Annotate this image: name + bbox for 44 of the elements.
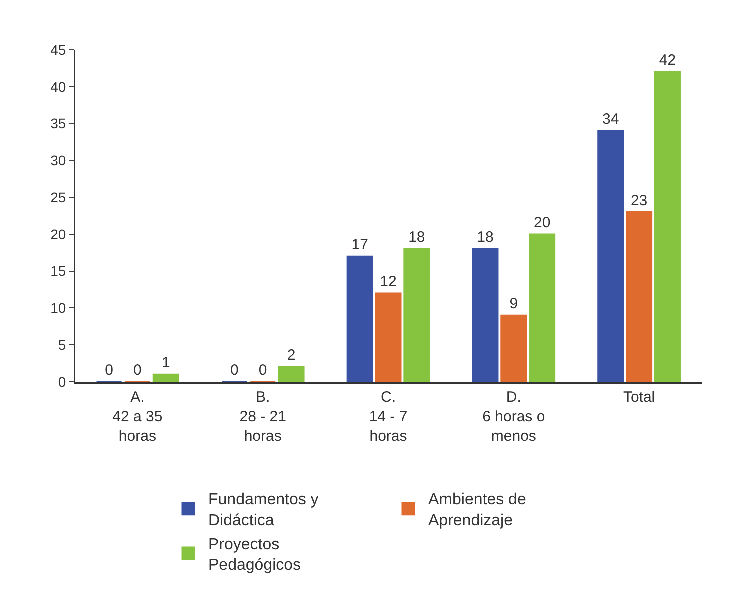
x-tick-label: D. 6 horas o menos — [482, 389, 546, 445]
data-label: 34 — [602, 111, 620, 128]
bar — [598, 130, 624, 382]
y-tick-label: 15 — [50, 263, 66, 280]
legend-label: Ambientes de Aprendizaje — [428, 492, 526, 530]
bar — [529, 234, 556, 382]
data-label: 20 — [534, 214, 551, 232]
x-tick-label: A. 42 a 35 horas — [112, 389, 163, 445]
data-label: 18 — [477, 229, 494, 246]
bar — [500, 314, 528, 382]
x-tick-label: B. 28 - 21 horas — [240, 389, 286, 445]
bar — [404, 248, 430, 382]
y-tick-label: 25 — [50, 189, 66, 206]
bar — [375, 292, 402, 382]
y-tick-label: 0 — [58, 374, 66, 390]
bar — [278, 366, 305, 382]
data-label: 1 — [162, 354, 170, 372]
data-label: 0 — [105, 362, 114, 379]
data-label: 2 — [287, 347, 296, 364]
data-label: 9 — [510, 296, 518, 313]
y-tick-label: 35 — [50, 116, 66, 132]
y-tick-label: 5 — [58, 337, 66, 354]
y-tick-label: 45 — [50, 42, 66, 58]
y-tick-label: 10 — [50, 300, 66, 316]
data-label: 0 — [230, 362, 239, 379]
bar — [152, 374, 180, 382]
legend-label: Fundamentos y Didáctica — [208, 492, 319, 530]
data-label: 0 — [258, 362, 268, 379]
bar — [654, 71, 681, 382]
bar — [346, 256, 374, 382]
x-tick-label: C. 14 - 7 horas — [369, 389, 408, 445]
y-tick-label: 20 — [50, 226, 66, 242]
y-tick-label: 40 — [50, 78, 66, 95]
data-label: 17 — [352, 236, 368, 254]
x-tick-label: Total — [623, 389, 656, 406]
data-label: 42 — [659, 52, 676, 70]
bar — [626, 212, 653, 382]
y-tick-label: 30 — [50, 152, 66, 169]
bar — [472, 248, 499, 382]
data-label: 23 — [630, 192, 648, 210]
data-label: 18 — [408, 229, 426, 246]
data-label: 12 — [380, 273, 397, 290]
data-label: 0 — [134, 362, 142, 379]
legend-label: Proyectos Pedagógicos — [208, 536, 302, 574]
